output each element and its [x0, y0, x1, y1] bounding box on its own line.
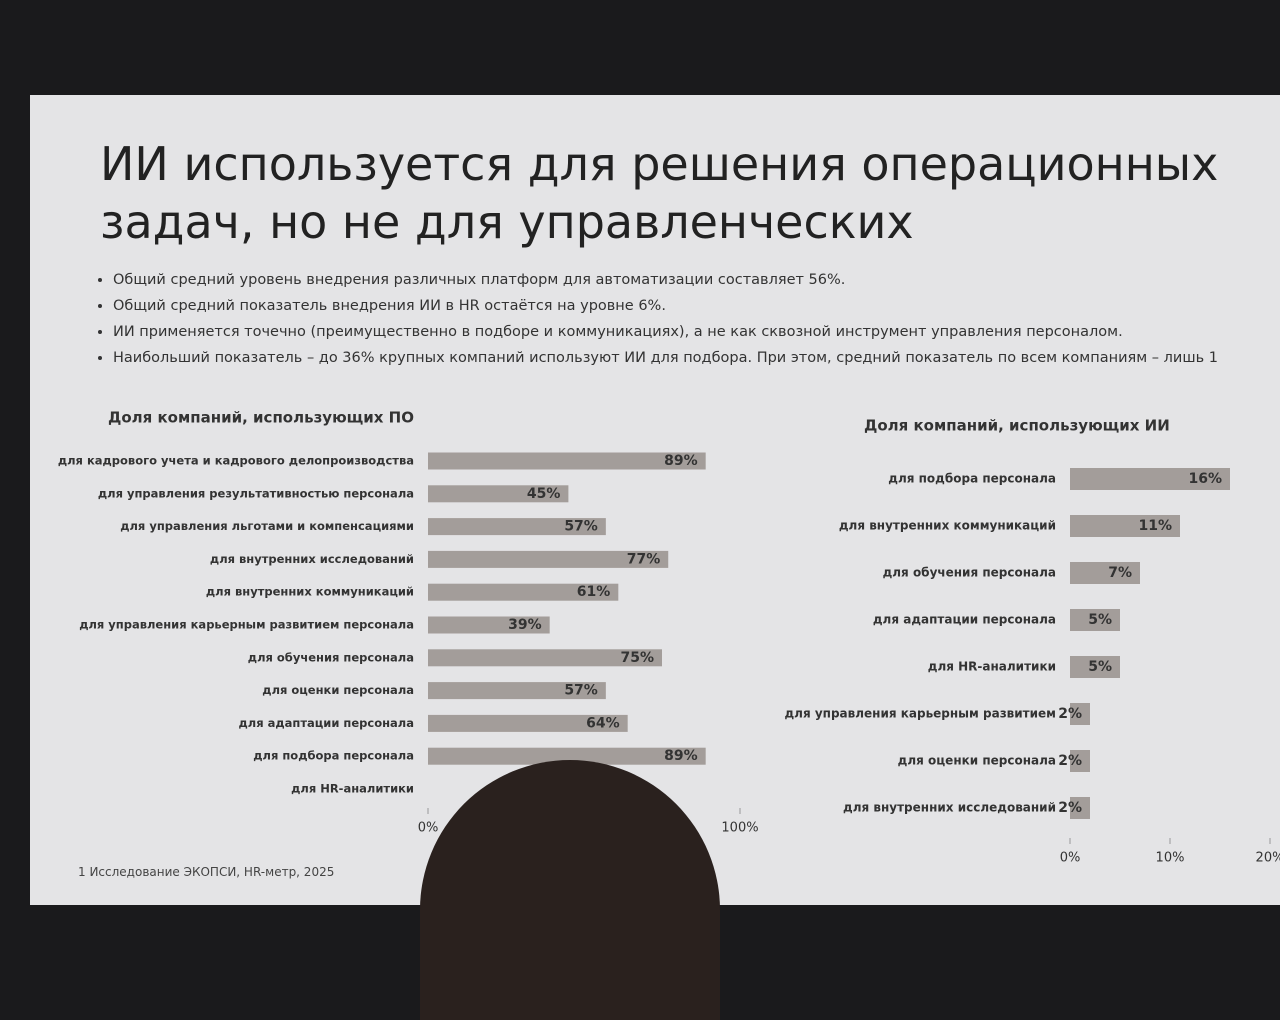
- bar: [428, 583, 619, 601]
- data-label: 89%: [664, 453, 698, 469]
- bullet: Общий средний показатель внедрения ИИ в …: [113, 293, 1280, 319]
- data-label: 2%: [1058, 753, 1082, 769]
- bar: [428, 518, 606, 536]
- y-tick-label: для обучения персонала: [248, 650, 414, 664]
- data-label: 5%: [1088, 659, 1112, 675]
- bar: [428, 485, 569, 503]
- y-tick-label: для адаптации персонала: [873, 613, 1056, 627]
- data-label: 39%: [508, 617, 542, 633]
- bar: [1070, 515, 1180, 537]
- data-label: 57%: [564, 683, 598, 699]
- bar: [428, 550, 669, 568]
- data-label: 77%: [627, 551, 661, 567]
- chart-title: Доля компаний, использующих ПО: [108, 409, 414, 427]
- data-label: 16%: [1188, 471, 1222, 487]
- x-tick-label: 20%: [1256, 851, 1280, 866]
- y-tick-label: для управления карьерным развитием персо…: [79, 618, 414, 632]
- bar: [1070, 703, 1090, 725]
- x-tick-label: 10%: [1156, 851, 1185, 866]
- bar: [428, 682, 606, 700]
- y-tick-label: для кадрового учета и кадрового делопрои…: [58, 454, 414, 468]
- y-tick-label: для внутренних коммуникаций: [839, 519, 1056, 533]
- bar: [1070, 468, 1230, 490]
- data-label: 5%: [1088, 612, 1112, 628]
- x-tick-label: 0%: [1060, 851, 1081, 866]
- x-tick-label: 100%: [721, 821, 758, 836]
- y-tick-label: для оценки персонала: [898, 754, 1056, 768]
- chart-title: Доля компаний, использующих ИИ: [864, 417, 1170, 435]
- bullet-list: Общий средний уровень внедрения различны…: [95, 267, 1280, 371]
- data-label: 89%: [664, 748, 698, 764]
- page: ИИ используется для решения операционных…: [0, 0, 1280, 960]
- y-tick-label: для внутренних исследований: [843, 801, 1056, 815]
- footnote: 1 Исследование ЭКОПСИ, HR-метр, 2025: [78, 865, 335, 879]
- x-tick-label: 0%: [418, 821, 439, 836]
- y-tick-label: для HR-аналитики: [928, 660, 1056, 674]
- bar: [1070, 609, 1120, 631]
- bullet: Общий средний уровень внедрения различны…: [113, 267, 1280, 293]
- data-label: 61%: [577, 584, 611, 600]
- data-label: 45%: [527, 486, 561, 502]
- data-label: 2%: [1058, 800, 1082, 816]
- y-tick-label: для внутренних исследований: [210, 552, 414, 566]
- data-label: 75%: [620, 650, 654, 666]
- bar: [428, 649, 662, 667]
- bullet: ИИ применяется точечно (преимущественно …: [113, 319, 1280, 345]
- y-tick-label: для управления льготами и компенсациями: [120, 519, 414, 533]
- y-tick-label: для оценки персонала: [262, 683, 414, 697]
- bar: [428, 714, 628, 732]
- y-tick-label: для адаптации персонала: [238, 716, 414, 730]
- charts: Доля компаний, использующих ПО 0% 100% для …: [58, 409, 1280, 866]
- bar: [428, 452, 706, 470]
- slide: ИИ используется для решения операционных…: [30, 95, 1280, 905]
- y-tick-label: для внутренних коммуникаций: [206, 585, 414, 599]
- y-tick-label: для управления карьерным развитием: [784, 707, 1056, 721]
- data-label: 2%: [1058, 706, 1082, 722]
- y-tick-label: для подбора персонала: [888, 472, 1056, 486]
- bar: [1070, 562, 1140, 584]
- bar: [1070, 750, 1090, 772]
- bar: [428, 616, 550, 634]
- bar: [1070, 656, 1120, 678]
- data-label: 64%: [586, 715, 620, 731]
- data-label: 57%: [564, 519, 598, 535]
- y-tick-label: для обучения персонала: [883, 566, 1056, 580]
- bar: [428, 747, 706, 765]
- data-label: 7%: [1108, 565, 1132, 581]
- data-label: 11%: [1138, 518, 1172, 534]
- slide-title: ИИ используется для решения операционных…: [100, 137, 1219, 249]
- bar: [1070, 797, 1090, 819]
- bullet: Наибольший показатель – до 36% крупных к…: [113, 345, 1280, 371]
- y-tick-label: для подбора персонала: [253, 749, 414, 763]
- y-tick-label: для управления результативностью персона…: [98, 486, 414, 500]
- y-tick-label: для HR-аналитики: [291, 782, 414, 796]
